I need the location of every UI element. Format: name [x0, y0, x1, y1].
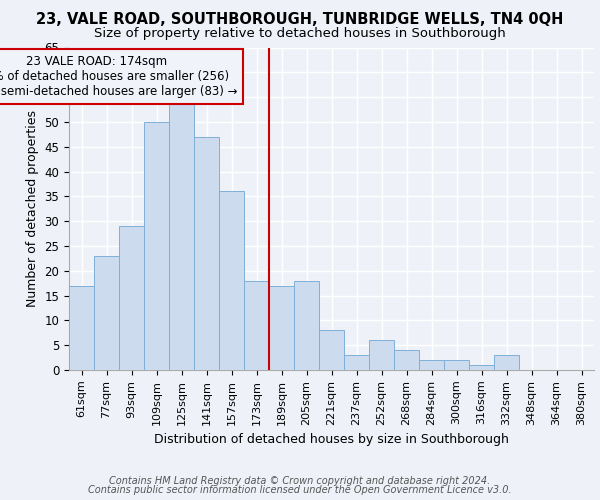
Bar — [469, 365, 494, 370]
Bar — [94, 256, 119, 370]
X-axis label: Distribution of detached houses by size in Southborough: Distribution of detached houses by size … — [154, 433, 509, 446]
Bar — [144, 122, 169, 370]
Text: Size of property relative to detached houses in Southborough: Size of property relative to detached ho… — [94, 28, 506, 40]
Bar — [319, 330, 344, 370]
Bar — [369, 340, 394, 370]
Bar — [494, 355, 519, 370]
Text: 23 VALE ROAD: 174sqm
← 75% of detached houses are smaller (256)
24% of semi-deta: 23 VALE ROAD: 174sqm ← 75% of detached h… — [0, 55, 237, 98]
Bar — [444, 360, 469, 370]
Text: Contains public sector information licensed under the Open Government Licence v3: Contains public sector information licen… — [88, 485, 512, 495]
Bar — [419, 360, 444, 370]
Bar — [194, 137, 219, 370]
Text: 23, VALE ROAD, SOUTHBOROUGH, TUNBRIDGE WELLS, TN4 0QH: 23, VALE ROAD, SOUTHBOROUGH, TUNBRIDGE W… — [37, 12, 563, 26]
Bar — [119, 226, 144, 370]
Bar — [169, 102, 194, 370]
Y-axis label: Number of detached properties: Number of detached properties — [26, 110, 39, 307]
Text: Contains HM Land Registry data © Crown copyright and database right 2024.: Contains HM Land Registry data © Crown c… — [109, 476, 491, 486]
Bar — [219, 192, 244, 370]
Bar — [269, 286, 294, 370]
Bar — [394, 350, 419, 370]
Bar — [344, 355, 369, 370]
Bar — [244, 280, 269, 370]
Bar — [294, 280, 319, 370]
Bar — [69, 286, 94, 370]
